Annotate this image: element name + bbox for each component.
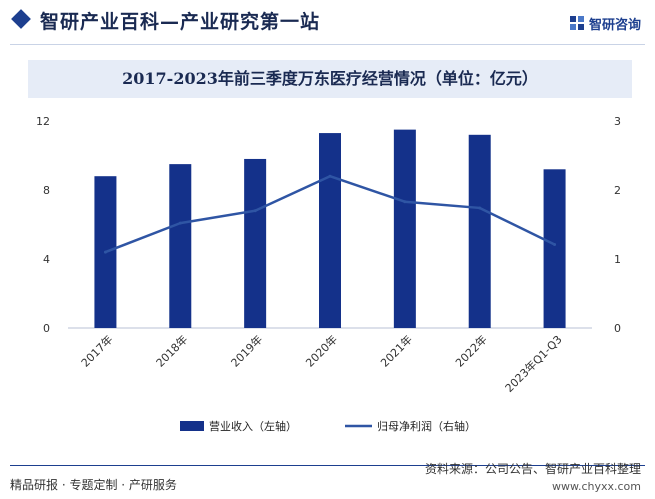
chart-title-band: 2017-2023年前三季度万东医疗经营情况（单位：亿元）: [28, 60, 632, 98]
point-net-profit: [103, 250, 107, 254]
point-net-profit: [328, 174, 332, 178]
x-tick-label: 2023年Q1-Q3: [502, 332, 565, 395]
data-source: 资料来源：公司公告、智研产业百科整理: [424, 462, 641, 476]
x-tick-label: 2018年: [153, 332, 190, 369]
logo-text: 智研咨询: [588, 17, 641, 33]
bar-revenue: [169, 164, 192, 328]
header-bar: 智研产业百科—产业研究第一站 智研咨询: [0, 0, 655, 46]
site-title: 智研产业百科—产业研究第一站: [40, 11, 321, 33]
legend-swatch-revenue: [180, 421, 204, 431]
point-net-profit: [478, 206, 482, 210]
site-url[interactable]: www.chyxx.com: [551, 480, 641, 493]
y-left-tick-label: 8: [43, 184, 50, 197]
x-tick-label: 2019年: [228, 332, 265, 369]
zhiyan-logo-icon: [569, 16, 584, 30]
x-tick-label: 2017年: [78, 332, 115, 369]
point-net-profit: [403, 200, 407, 204]
point-net-profit: [553, 243, 557, 247]
bar-revenue: [319, 133, 341, 328]
y-right-tick-label: 0: [614, 322, 621, 335]
legend-label-revenue: 营业收入（左轴）: [209, 419, 297, 433]
chart-title: 2017-2023年前三季度万东医疗经营情况（单位：亿元）: [122, 69, 538, 88]
y-right-tick-label: 1: [614, 253, 621, 266]
y-left-tick-label: 12: [36, 115, 50, 128]
header-divider: [10, 44, 645, 45]
x-tick-label: 2020年: [303, 332, 340, 369]
y-left-tick-label: 0: [43, 322, 50, 335]
bar-revenue: [543, 169, 566, 328]
bar-revenue: [244, 158, 267, 328]
logo[interactable]: 智研咨询: [569, 12, 641, 34]
x-tick-label: 2022年: [452, 332, 489, 369]
point-net-profit: [253, 209, 257, 213]
y-right-tick-label: 3: [614, 115, 621, 128]
bar-revenue: [393, 129, 416, 328]
y-right-tick-label: 2: [614, 184, 621, 197]
footer-tagline: 精品研报 · 专题定制 · 产研服务: [10, 478, 177, 492]
legend-label-net-profit: 归母净利润（右轴）: [377, 419, 476, 433]
footer-divider: [10, 465, 645, 466]
x-tick-label: 2021年: [378, 332, 415, 369]
bar-revenue: [468, 134, 491, 328]
y-left-tick-label: 4: [43, 253, 50, 266]
point-net-profit: [178, 221, 182, 225]
